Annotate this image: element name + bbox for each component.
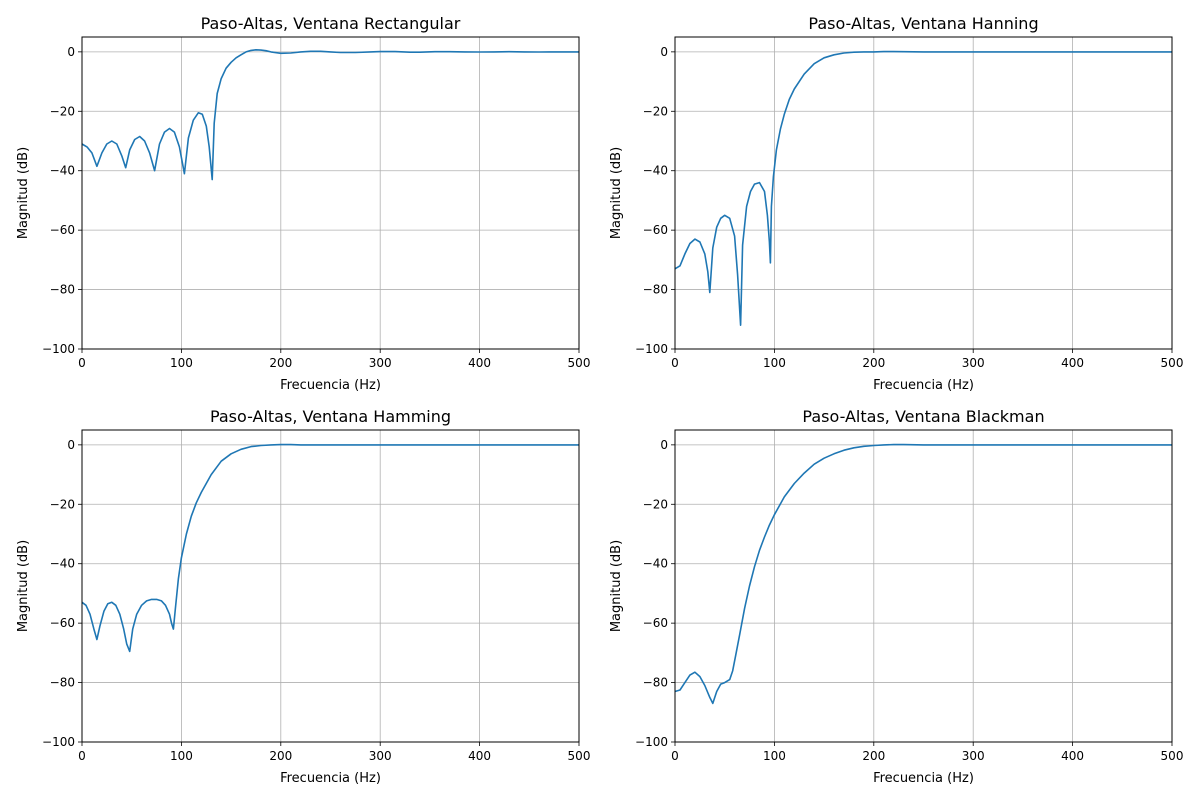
axes-frame — [81, 429, 580, 743]
x-tick-label: 100 — [763, 749, 786, 763]
x-tick-label: 300 — [962, 749, 985, 763]
axes-frame — [674, 36, 1173, 350]
subplot-1: 0 100 200 300 400 500 0 −20 −40 −60 −80 −100 Paso-Al… — [16, 14, 590, 393]
y-tick-label: −100 — [42, 342, 75, 356]
y-tick-label: −40 — [643, 164, 668, 178]
y-tick-label: −20 — [643, 104, 668, 118]
axes-frame — [81, 36, 580, 350]
y-tick-label: −60 — [643, 223, 668, 237]
y-tick-label: −60 — [643, 616, 668, 630]
y-tick-label: −60 — [50, 616, 75, 630]
y-tick-label: −20 — [50, 497, 75, 511]
y-tick-label: −40 — [50, 164, 75, 178]
x-tick-label: 0 — [78, 356, 86, 370]
x-tick-label: 300 — [962, 356, 985, 370]
x-tick-label: 500 — [1161, 356, 1184, 370]
axes-frame — [674, 429, 1173, 743]
magnitude-curve — [81, 443, 579, 653]
y-tick-label: 0 — [660, 45, 668, 59]
x-axis-label: Frecuencia (Hz) — [873, 378, 974, 393]
x-tick-label: 200 — [862, 356, 885, 370]
y-tick-label: 0 — [660, 438, 668, 452]
y-tick-label: −80 — [643, 283, 668, 297]
x-axis-label: Frecuencia (Hz) — [873, 771, 974, 786]
x-tick-label: 0 — [78, 749, 86, 763]
subplot-title: Paso-Altas, Ventana Blackman — [802, 407, 1044, 426]
y-tick-label: −60 — [50, 223, 75, 237]
y-axis-label: Magnitud (dB) — [16, 540, 31, 632]
subplot-2: 0 100 200 300 400 500 0 −20 −40 −60 −80 −100 Paso-Al… — [609, 14, 1183, 393]
subplot-3: 0 100 200 300 400 500 0 −20 −40 −60 −80 −100 Paso-Al… — [16, 407, 590, 786]
subplot-title: Paso-Altas, Ventana Hamming — [210, 407, 451, 426]
y-tick-label: −80 — [643, 676, 668, 690]
x-tick-label: 500 — [1161, 749, 1184, 763]
x-tick-label: 500 — [568, 749, 591, 763]
y-tick-label: −100 — [42, 735, 75, 749]
subplot-4: 0 100 200 300 400 500 0 −20 −40 −60 −80 −100 Paso-Al… — [609, 407, 1183, 786]
magnitude-curve — [674, 50, 1172, 327]
x-tick-label: 300 — [369, 356, 392, 370]
x-tick-label: 400 — [1061, 356, 1084, 370]
y-tick-label: −40 — [50, 557, 75, 571]
x-tick-label: 200 — [269, 356, 292, 370]
y-axis-label: Magnitud (dB) — [609, 540, 624, 632]
x-tick-label: 400 — [468, 356, 491, 370]
y-tick-label: −100 — [635, 735, 668, 749]
y-axis-label: Magnitud (dB) — [16, 147, 31, 239]
y-axis-label: Magnitud (dB) — [609, 147, 624, 239]
y-tick-label: −80 — [50, 283, 75, 297]
x-tick-label: 200 — [269, 749, 292, 763]
x-axis-label: Frecuencia (Hz) — [280, 771, 381, 786]
x-tick-label: 400 — [1061, 749, 1084, 763]
x-tick-label: 100 — [170, 749, 193, 763]
y-tick-label: −40 — [643, 557, 668, 571]
x-tick-label: 200 — [862, 749, 885, 763]
y-tick-label: −20 — [50, 104, 75, 118]
subplot-title: Paso-Altas, Ventana Hanning — [808, 14, 1038, 33]
magnitude-curve — [674, 443, 1172, 705]
x-tick-label: 300 — [369, 749, 392, 763]
x-tick-label: 100 — [763, 356, 786, 370]
x-tick-label: 100 — [170, 356, 193, 370]
magnitude-curve — [81, 48, 579, 181]
x-tick-label: 0 — [671, 356, 679, 370]
x-tick-label: 0 — [671, 749, 679, 763]
x-axis-label: Frecuencia (Hz) — [280, 378, 381, 393]
y-tick-label: −100 — [635, 342, 668, 356]
x-tick-label: 500 — [568, 356, 591, 370]
y-tick-label: −20 — [643, 497, 668, 511]
subplot-title: Paso-Altas, Ventana Rectangular — [201, 14, 461, 33]
y-tick-label: −80 — [50, 676, 75, 690]
x-tick-label: 400 — [468, 749, 491, 763]
y-tick-label: 0 — [67, 45, 75, 59]
y-tick-label: 0 — [67, 438, 75, 452]
